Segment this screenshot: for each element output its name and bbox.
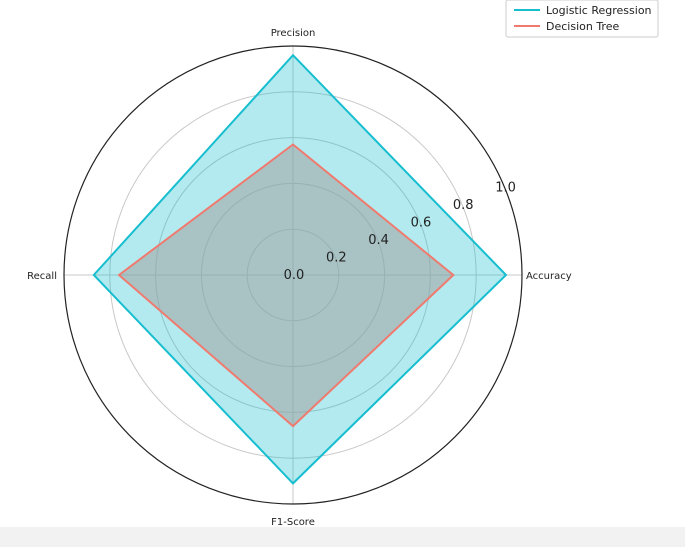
series-layer: [92, 53, 508, 485]
window-bottom-strip: [0, 527, 685, 547]
series-line-decision-tree: [117, 143, 455, 428]
axis-label-f1-score: F1-Score: [271, 517, 315, 527]
radial-tick-label-2: 0.4: [368, 233, 389, 248]
axis-label-recall: Recall: [27, 271, 57, 282]
frame-layer: [63, 45, 523, 505]
radial-tick-label-5: 1.0: [495, 180, 516, 195]
series-line-logistic-regression: [92, 53, 508, 485]
legend: Logistic Regression Decision Tree: [505, 0, 659, 38]
radial-tick-label-1: 0.2: [326, 250, 347, 265]
radar-chart-svg: Accuracy Precision Recall F1-Score 0.0 0.2 0.4…: [27, 0, 659, 528]
axis-label-accuracy: Accuracy: [526, 271, 572, 282]
legend-box: [505, 0, 659, 38]
legend-label-decision-tree: Decision Tree: [546, 20, 619, 33]
radial-tick-label-0: 0.0: [284, 268, 305, 283]
label-layer: Accuracy Precision Recall F1-Score 0.0 0.2 0.4…: [27, 28, 572, 528]
series-area-decision-tree: [119, 144, 454, 427]
radial-tick-label-3: 0.6: [411, 215, 432, 230]
axis-label-precision: Precision: [271, 28, 316, 39]
legend-label-logistic-regression: Logistic Regression: [546, 4, 652, 17]
outer-frame-circle: [63, 45, 523, 505]
radial-tick-label-4: 0.8: [453, 198, 474, 213]
